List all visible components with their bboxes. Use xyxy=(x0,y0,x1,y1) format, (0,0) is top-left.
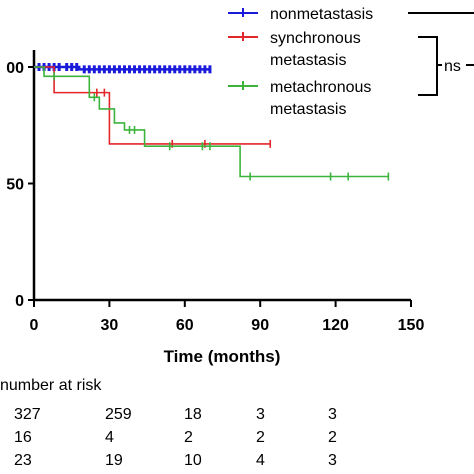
risk-cell: 18 xyxy=(184,406,202,423)
series-layer xyxy=(34,63,390,181)
risk-cell: 2 xyxy=(328,429,337,446)
legend-label-metachronous-line2: metastasis xyxy=(270,101,346,118)
risk-cell: 16 xyxy=(14,429,32,446)
x-tick-label: 150 xyxy=(398,317,425,334)
x-axis-title: Time (months) xyxy=(164,347,281,366)
x-tick-label: 120 xyxy=(322,317,349,334)
legend: nonmetastasis synchronous metastasis met… xyxy=(228,6,376,118)
risk-cell: 259 xyxy=(105,406,132,423)
x-tick-label: 90 xyxy=(251,317,269,334)
x-tick-label: 0 xyxy=(30,317,39,334)
legend-label-synchronous-line1: synchronous xyxy=(270,30,361,47)
x-tick-label: 30 xyxy=(101,317,119,334)
legend-label-synchronous-line2: metastasis xyxy=(270,52,346,69)
significance-label: ns xyxy=(444,58,461,75)
risk-cell: 2 xyxy=(256,429,265,446)
y-tick-label: 00 xyxy=(6,60,24,77)
risk-cell: 3 xyxy=(256,406,265,423)
series-line-1 xyxy=(34,66,271,145)
risk-cell: 23 xyxy=(14,452,32,469)
risk-cell: 3 xyxy=(328,452,337,469)
y-tick-label: 50 xyxy=(6,177,24,194)
risk-cell: 2 xyxy=(184,429,193,446)
legend-label-synchronous: synchronous metastasis xyxy=(270,30,365,69)
risk-cell: 19 xyxy=(105,452,123,469)
risk-cell: 10 xyxy=(184,452,202,469)
risk-table: 327 259 18 3 3 16 4 2 2 2 23 19 10 4 3 xyxy=(14,406,337,469)
legend-label-metachronous: metachronous metastasis xyxy=(270,79,376,118)
comparison-bracket xyxy=(418,36,438,96)
x-ticks: 0 30 60 90 120 150 xyxy=(30,300,425,334)
series-line-2 xyxy=(34,66,389,178)
legend-label-nonmetastasis: nonmetastasis xyxy=(270,6,373,23)
risk-cell: 327 xyxy=(14,406,41,423)
risk-cell: 4 xyxy=(105,429,114,446)
x-tick-label: 60 xyxy=(176,317,194,334)
y-tick-label: 0 xyxy=(15,293,24,310)
risk-cell: 3 xyxy=(328,406,337,423)
risk-table-title: number at risk xyxy=(0,377,102,394)
legend-label-metachronous-line1: metachronous xyxy=(270,79,371,96)
y-ticks: 0 50 00 xyxy=(6,60,34,310)
risk-cell: 4 xyxy=(256,452,265,469)
